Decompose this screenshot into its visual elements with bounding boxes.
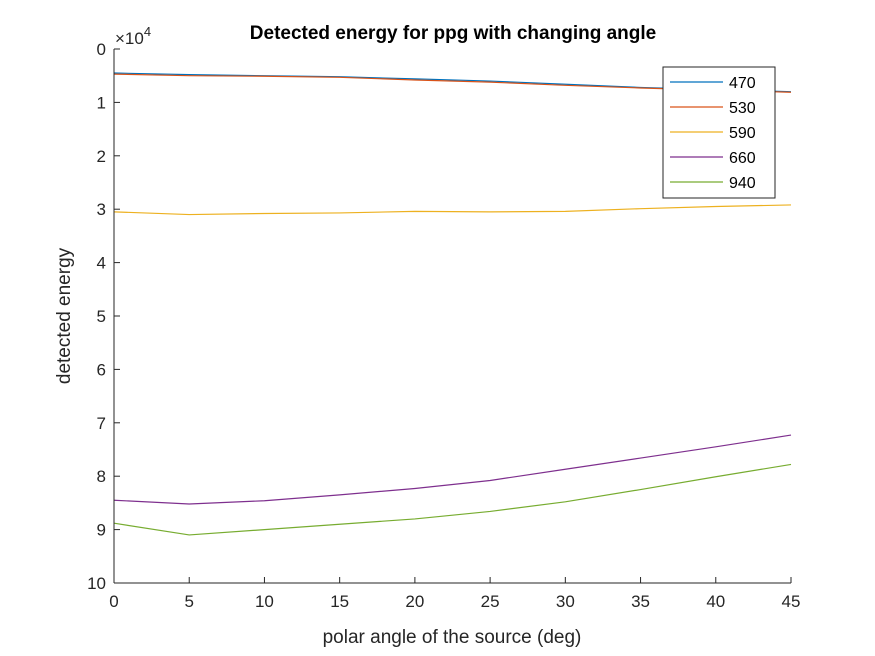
x-axis-label: polar angle of the source (deg) bbox=[323, 627, 582, 648]
x-tick-label: 30 bbox=[556, 592, 575, 611]
y-tick-label: 8 bbox=[97, 467, 106, 486]
legend-label-530: 530 bbox=[729, 100, 756, 117]
y-tick-label: 7 bbox=[97, 414, 106, 433]
y-tick-label: 0 bbox=[97, 40, 106, 59]
x-tick-label: 40 bbox=[706, 592, 725, 611]
y-exponent-label: ×104 bbox=[115, 24, 151, 48]
x-tick-label: 35 bbox=[631, 592, 650, 611]
legend-label-660: 660 bbox=[729, 150, 756, 167]
y-tick-label: 6 bbox=[97, 360, 106, 379]
y-tick-label: 3 bbox=[97, 200, 106, 219]
legend-label-590: 590 bbox=[729, 125, 756, 142]
x-tick-label: 25 bbox=[481, 592, 500, 611]
x-tick-label: 10 bbox=[255, 592, 274, 611]
svg-text:×104: ×104 bbox=[115, 24, 151, 48]
x-tick-label: 15 bbox=[330, 592, 349, 611]
legend: 470 530 590 660 940 bbox=[662, 66, 776, 199]
legend-label-940: 940 bbox=[729, 175, 756, 192]
y-exponent-power: 4 bbox=[144, 24, 151, 39]
chart-title: Detected energy for ppg with changing an… bbox=[250, 23, 656, 44]
series-line-590 bbox=[113, 204, 792, 216]
y-tick-label: 5 bbox=[97, 307, 106, 326]
x-tick-label: 0 bbox=[109, 592, 118, 611]
y-tick-label: 10 bbox=[87, 574, 106, 593]
series-line-940 bbox=[113, 463, 792, 536]
legend-label-470: 470 bbox=[729, 75, 756, 92]
y-axis-label: detected energy bbox=[54, 247, 75, 384]
y-tick-label: 2 bbox=[97, 147, 106, 166]
y-tick-label: 1 bbox=[97, 93, 106, 112]
y-exponent-base: ×10 bbox=[115, 29, 144, 48]
series-line-660 bbox=[113, 434, 792, 505]
y-tick-label: 9 bbox=[97, 521, 106, 540]
y-tick-label: 4 bbox=[97, 254, 106, 273]
x-tick-label: 5 bbox=[184, 592, 193, 611]
x-tick-label: 45 bbox=[782, 592, 801, 611]
x-tick-label: 20 bbox=[405, 592, 424, 611]
